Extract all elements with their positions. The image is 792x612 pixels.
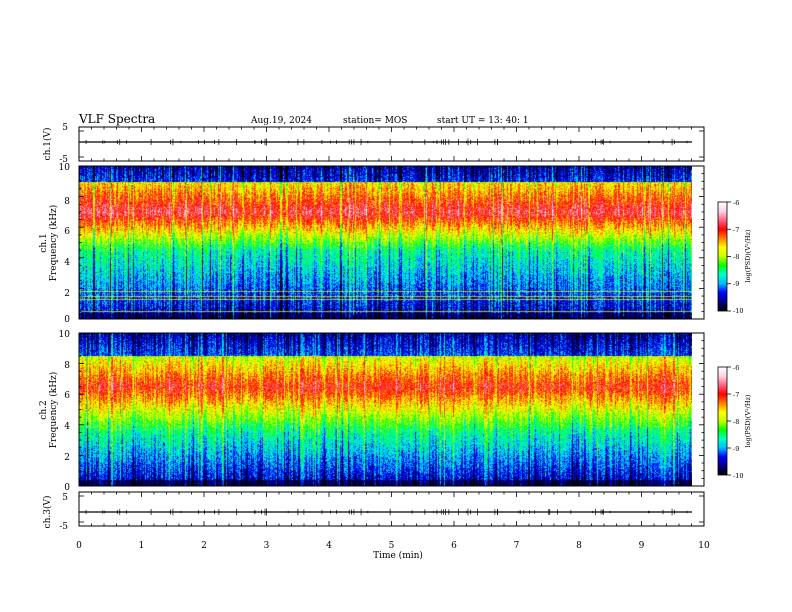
ch2-colorbar-tick-m8: -8	[733, 418, 739, 426]
x-tick-label: 8	[576, 541, 582, 551]
ch2-spectrogram-ylabel-2: Frequency (kHz)	[48, 372, 59, 449]
ch1-spectrogram-ticks	[78, 165, 705, 320]
x-tick-label: 2	[201, 541, 207, 551]
ch1-voltage-ytick-bottom: -5	[59, 155, 68, 165]
ch2-colorbar-tick-m6: -6	[733, 364, 739, 372]
x-tick-label: 6	[451, 541, 457, 551]
ch1-colorbar-tick-m9: -9	[733, 280, 739, 288]
ch1-spectrogram-ylabel-2: Frequency (kHz)	[48, 205, 59, 282]
date-label: Aug.19, 2024	[250, 116, 312, 126]
ch2-spectrogram-image	[79, 333, 692, 486]
ch2-ytick-8: 8	[64, 361, 70, 371]
x-axis-tick-labels: 0 1 2 3 4 5 6 7 8 9 10	[76, 541, 710, 551]
ch1-colorbar-tick-m10: -10	[733, 307, 743, 315]
ch1-spectrogram-yticklabels: 0 2 4 6 8 10	[59, 163, 71, 325]
ch3-voltage-panel: 5 -5 ch.3(V)	[42, 491, 705, 532]
ch2-colorbar-tick-m7: -7	[733, 391, 739, 399]
ch2-ytick-4: 4	[64, 422, 70, 432]
ch3-voltage-ylabel: ch.3(V)	[42, 496, 53, 529]
ch1-colorbar-label: log(PSD)(V²/Hz)	[744, 229, 752, 282]
ch1-colorbar-tick-m8: -8	[733, 253, 739, 261]
ch3-voltage-spikes	[85, 508, 688, 516]
ch1-spectrogram-image	[79, 166, 692, 319]
ch1-colorbar-ticks	[727, 201, 731, 312]
start-time-label: start UT = 13: 40: 1	[437, 116, 529, 126]
ch3-voltage-ytick-top: 5	[62, 493, 68, 503]
ch2-colorbar-ticks	[727, 366, 731, 476]
ch1-voltage-ytick-top: 5	[62, 123, 68, 133]
x-tick-label: 10	[698, 541, 710, 551]
ch1-colorbar-tick-m7: -7	[733, 226, 739, 234]
figure-title: VLF Spectra	[78, 112, 155, 126]
ch1-ytick-6: 6	[64, 227, 70, 237]
ch1-ytick-2: 2	[64, 289, 70, 299]
station-label: station= MOS	[343, 116, 407, 126]
ch2-colorbar-tick-m9: -9	[733, 445, 739, 453]
ch2-ytick-10: 10	[59, 330, 71, 340]
ch1-ytick-0: 0	[64, 315, 70, 325]
ch1-spectrogram-panel: 0 2 4 6 8 10 ch.1 Frequency (kHz) -6 -7 …	[39, 163, 752, 325]
ch1-voltage-spikes	[85, 138, 688, 146]
ch1-colorbar-tick-m6: -6	[733, 199, 739, 207]
ch1-colorbar-image	[718, 202, 727, 311]
ch2-ytick-2: 2	[64, 453, 70, 463]
ch2-colorbar: -6 -7 -8 -9 -10 log(PSD)(V²/Hz)	[717, 364, 752, 480]
ch2-spectrogram-panel: 0 2 4 6 8 10 ch.2 Frequency (kHz) -6 -7 …	[39, 330, 752, 493]
ch1-colorbar: -6 -7 -8 -9 -10 log(PSD)(V²/Hz)	[717, 199, 752, 315]
ch3-voltage-ytick-bottom: -5	[59, 522, 68, 532]
x-tick-label: 4	[326, 541, 332, 551]
ch1-voltage-ylabel: ch.1(V)	[42, 128, 53, 161]
x-tick-label: 0	[76, 541, 82, 551]
ch2-colorbar-tick-m10: -10	[733, 472, 743, 480]
x-tick-label: 9	[639, 541, 645, 551]
ch2-spectrogram-yticklabels: 0 2 4 6 8 10	[59, 330, 71, 493]
x-tick-label: 7	[514, 541, 520, 551]
ch1-spectrogram-ylabel-1: ch.1	[39, 233, 49, 252]
ch2-ytick-0: 0	[64, 483, 70, 493]
ch1-ytick-8: 8	[64, 197, 70, 207]
ch2-ytick-6: 6	[64, 391, 70, 401]
ch2-spectrogram-ticks	[78, 332, 705, 487]
ch1-voltage-panel: 5 -5 ch.1(V)	[42, 123, 705, 165]
ch2-colorbar-label: log(PSD)(V²/Hz)	[744, 394, 752, 447]
ch3-voltage-ticks	[78, 492, 705, 526]
ch1-voltage-ticks	[78, 127, 705, 161]
x-tick-label: 5	[389, 541, 395, 551]
x-tick-label: 3	[264, 541, 270, 551]
x-axis-label: Time (min)	[373, 550, 423, 561]
ch2-spectrogram-ylabel-1: ch.2	[39, 400, 49, 419]
ch1-ytick-4: 4	[64, 258, 70, 268]
x-tick-label: 1	[139, 541, 145, 551]
ch2-colorbar-image	[718, 367, 727, 475]
ch1-ytick-10: 10	[59, 163, 71, 173]
